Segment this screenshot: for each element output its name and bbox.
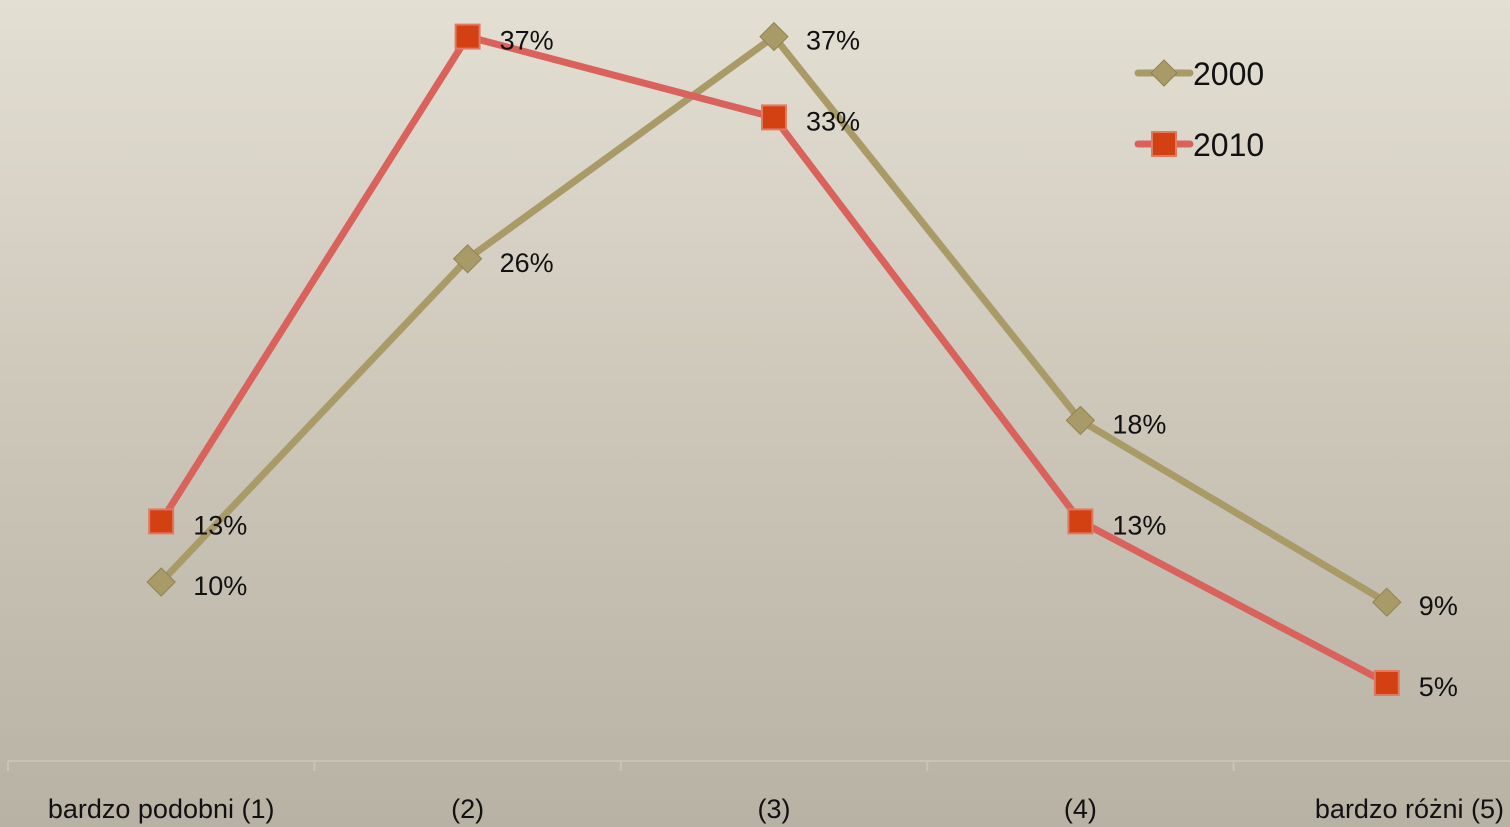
- x-tick-label: (4): [1064, 794, 1097, 824]
- x-axis: bardzo podobni (1) (2) (3) (4) bardzo różni …: [7, 760, 1510, 824]
- x-tick-label: bardzo różni (5): [1315, 794, 1504, 824]
- data-point: [452, 244, 483, 274]
- legend-marker: [1150, 59, 1178, 87]
- data-point: [1373, 670, 1400, 696]
- data-point: [454, 23, 481, 50]
- x-tick-label: (3): [758, 794, 791, 824]
- data-label: 18%: [1112, 409, 1166, 439]
- data-label: 26%: [500, 248, 554, 278]
- data-point: [1067, 508, 1094, 535]
- plot-area: 10% 26% 37% 18% 9% 13% 37% 33% 13% 5%: [146, 21, 1458, 702]
- legend-label: 2010: [1193, 127, 1264, 163]
- data-label: 9%: [1419, 591, 1458, 621]
- data-label: 33%: [806, 106, 860, 136]
- data-label: 5%: [1419, 672, 1458, 702]
- data-label: 13%: [193, 510, 247, 540]
- legend: 2000 2010: [1134, 56, 1264, 163]
- x-tick-label: (2): [451, 794, 484, 824]
- data-point: [1372, 587, 1402, 617]
- x-tick-label: bardzo podobni (1): [48, 794, 275, 824]
- legend-label: 2000: [1193, 56, 1264, 92]
- legend-item-2000: 2000: [1134, 56, 1264, 92]
- data-point: [761, 104, 787, 131]
- data-point: [759, 21, 789, 52]
- data-point: [146, 567, 176, 597]
- data-label: 37%: [500, 26, 554, 56]
- series-2010: 13% 37% 33% 13% 5%: [148, 23, 1458, 702]
- data-label: 37%: [806, 26, 860, 56]
- data-point: [148, 508, 175, 535]
- legend-item-2010: 2010: [1134, 127, 1264, 163]
- legend-marker: [1151, 131, 1177, 157]
- data-point: [1065, 405, 1096, 436]
- series-2000: 10% 26% 37% 18% 9%: [146, 21, 1458, 621]
- data-label: 10%: [193, 571, 247, 601]
- data-label: 13%: [1112, 510, 1166, 540]
